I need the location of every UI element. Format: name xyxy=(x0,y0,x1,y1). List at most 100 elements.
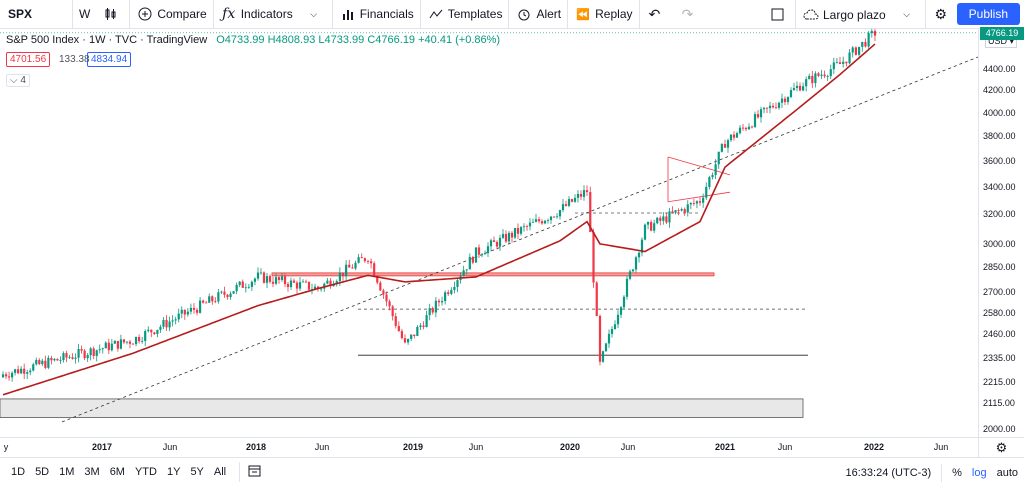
candle-body xyxy=(235,284,238,292)
candle-body xyxy=(723,144,727,148)
candle-body xyxy=(388,301,391,307)
candle-body xyxy=(47,357,50,368)
candle-body xyxy=(738,127,742,134)
log-scale-toggle[interactable]: log xyxy=(971,466,987,479)
candle-body xyxy=(373,263,376,276)
price-tick-label: 2580.00 xyxy=(983,307,1016,318)
candle-body xyxy=(677,210,680,211)
candle-body xyxy=(607,333,611,344)
price-chart[interactable] xyxy=(0,29,978,437)
range-button-6m[interactable]: 6M xyxy=(109,466,125,478)
candle-body xyxy=(534,219,538,222)
layout-button[interactable]: Largo plazo xyxy=(796,0,892,29)
plus-circle-icon xyxy=(136,5,154,23)
range-button-5y[interactable]: 5Y xyxy=(190,466,204,478)
candle-body xyxy=(795,85,799,88)
candle-body xyxy=(419,325,422,327)
auto-scale-toggle[interactable]: auto xyxy=(996,466,1018,479)
interval-button[interactable]: W xyxy=(79,7,91,21)
rewind-icon: ⏪ xyxy=(576,8,590,21)
price-axis[interactable]: USD ▾ 4766.19 4400.00 4200.00 4000.00 3800.… xyxy=(978,26,1024,437)
price-tick-label: 2115.00 xyxy=(983,398,1015,409)
replay-button[interactable]: ⏪ Replay xyxy=(568,0,638,29)
chart-type-button[interactable] xyxy=(96,0,129,29)
candle-body xyxy=(777,102,781,108)
fullscreen-checkbox[interactable] xyxy=(762,0,795,29)
layout-dropdown[interactable]: ⌵ xyxy=(892,0,925,29)
indicators-dropdown[interactable]: ⌵ xyxy=(299,0,332,29)
candle-body xyxy=(668,211,671,223)
candle-body xyxy=(540,221,544,224)
price-tick-label: 2460.00 xyxy=(983,329,1016,340)
candle-body xyxy=(14,369,17,373)
candle-body xyxy=(104,342,107,349)
axis-settings-button[interactable]: ⚙ xyxy=(978,437,1024,457)
range-button-1y[interactable]: 1Y xyxy=(166,466,181,478)
range-button-1d[interactable]: 1D xyxy=(11,466,26,478)
candle-body xyxy=(516,228,520,234)
indicators-button[interactable]: ƒx Indicators xyxy=(214,0,299,29)
candle-body xyxy=(625,278,629,297)
financials-label: Financials xyxy=(359,7,414,21)
candle-body xyxy=(92,348,95,356)
candle-body xyxy=(186,311,189,315)
candle-body xyxy=(35,359,38,365)
candle-body xyxy=(726,140,730,148)
candle-body xyxy=(659,217,662,221)
range-button-3m[interactable]: 3M xyxy=(84,466,100,478)
ask-price-badge[interactable]: 4834.94 xyxy=(87,52,132,67)
goto-date-button[interactable] xyxy=(248,464,261,480)
candle-body xyxy=(857,46,861,55)
range-button-1m[interactable]: 1M xyxy=(59,466,75,478)
bid-price-badge[interactable]: 4701.56 xyxy=(6,52,51,67)
percent-scale-toggle[interactable]: % xyxy=(952,466,962,479)
candle-body xyxy=(873,31,877,36)
indicators-collapse-toggle[interactable]: ⌵ 4 xyxy=(6,74,30,87)
symbol-search-button[interactable]: SPX xyxy=(8,7,33,21)
candle-body xyxy=(422,325,425,327)
candle-body xyxy=(360,257,363,259)
candle-body xyxy=(631,269,635,272)
range-button-5d[interactable]: 5D xyxy=(35,466,50,478)
candle-body xyxy=(686,204,689,213)
gear-icon: ⚙ xyxy=(995,439,1008,455)
settings-button[interactable]: ⚙ xyxy=(926,0,959,29)
templates-button[interactable]: Templates xyxy=(421,0,509,29)
range-button-all[interactable]: All xyxy=(213,466,227,478)
candle-body xyxy=(453,286,456,290)
candle-body xyxy=(525,226,529,228)
alert-button[interactable]: Alert xyxy=(509,0,567,29)
candle-body xyxy=(307,281,311,290)
candle-body xyxy=(23,368,26,374)
candle-body xyxy=(403,338,407,343)
high-value: H4808.93 xyxy=(267,34,316,46)
candle-body xyxy=(366,261,370,262)
series-title[interactable]: S&P 500 Index · 1W · TVC · TradingView xyxy=(6,34,208,46)
time-tick-label: Jun xyxy=(620,442,636,452)
candle-body xyxy=(301,281,305,283)
compare-button[interactable]: Compare xyxy=(130,0,212,29)
candle-body xyxy=(817,73,820,76)
publish-button[interactable]: Publish xyxy=(956,3,1020,25)
candle-body xyxy=(298,282,302,289)
range-button-ytd[interactable]: YTD xyxy=(134,466,157,478)
candle-body xyxy=(183,309,186,315)
candle-body xyxy=(26,372,29,374)
undo-button[interactable]: ↶ xyxy=(640,0,673,29)
candle-body xyxy=(394,316,397,327)
candle-body xyxy=(256,272,260,279)
candle-body xyxy=(480,254,484,256)
replay-label: Replay xyxy=(595,7,633,21)
time-axis[interactable]: y 2017 Jun 2018 Jun 2019 Jun 2020 Jun 2021 Jun 2022… xyxy=(0,437,978,457)
redo-button[interactable]: ↷ xyxy=(673,0,706,29)
financials-button[interactable]: Financials xyxy=(333,0,420,29)
candle-body xyxy=(579,194,583,197)
candle-body xyxy=(268,276,272,282)
candle-body xyxy=(674,210,677,213)
candle-body xyxy=(277,277,281,281)
candle-body xyxy=(348,264,351,268)
candle-body xyxy=(592,232,595,283)
timezone-clock[interactable]: 16:33:24 (UTC-3) xyxy=(845,466,932,479)
change-value: +40.41 (+0.86%) xyxy=(418,34,501,46)
candle-body xyxy=(101,348,104,350)
